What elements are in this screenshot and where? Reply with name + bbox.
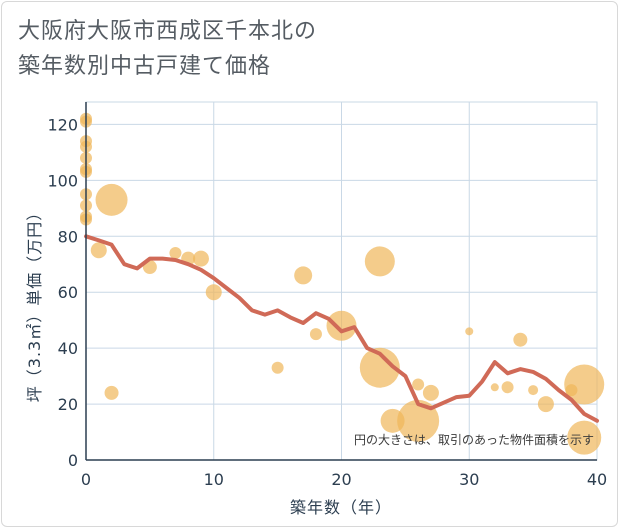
- scatter-point: [364, 246, 395, 277]
- grid: [85, 101, 598, 461]
- x-tick-label: 40: [587, 470, 607, 489]
- y-tick-label: 60: [58, 283, 78, 302]
- y-tick-label: 80: [58, 227, 78, 246]
- size-note: 円の大きさは、取引のあった物件面積を示す: [354, 432, 594, 447]
- title-line-2: 築年数別中古戸建て価格: [18, 54, 272, 79]
- scatter-point: [309, 328, 322, 341]
- scatter-series: [80, 112, 605, 455]
- x-tick-label: 10: [204, 470, 224, 489]
- scatter-point: [192, 250, 209, 267]
- x-tick-label: 30: [459, 470, 479, 489]
- average-line: [84, 234, 599, 423]
- x-axis-label: 築年数（年）: [290, 498, 392, 517]
- scatter-point: [169, 247, 182, 260]
- scatter-point: [90, 242, 107, 259]
- scatter-point: [422, 384, 439, 401]
- scatter-point: [104, 385, 119, 400]
- scatter-point: [513, 332, 528, 347]
- y-tick-label: 100: [47, 171, 78, 190]
- average-line-series: [84, 234, 599, 423]
- x-tick-label: 20: [331, 470, 351, 489]
- scatter-point: [537, 396, 554, 413]
- scatter-point: [205, 284, 222, 301]
- scatter-point: [465, 327, 474, 336]
- axes: 0 20 40 60 80 100 120 0 10 20 30 40: [47, 102, 607, 489]
- scatter-point: [564, 364, 605, 405]
- y-axis-label: 坪（3.3㎡）単価（万円）: [25, 204, 44, 402]
- chart-title: 大阪府大阪市西成区千本北の 築年数別中古戸建て価格: [18, 14, 317, 84]
- scatter-point: [294, 266, 313, 285]
- title-line-1: 大阪府大阪市西成区千本北の: [18, 19, 318, 44]
- y-tick-label: 0: [68, 451, 78, 470]
- x-tick-label: 0: [81, 470, 91, 489]
- scatter-point: [326, 310, 357, 341]
- scatter-point: [271, 361, 284, 374]
- scatter-point: [359, 347, 400, 388]
- y-tick-label: 120: [47, 115, 78, 134]
- scatter-point: [490, 383, 499, 392]
- y-tick-label: 40: [58, 339, 78, 358]
- scatter-point: [95, 183, 128, 216]
- scatter-point: [567, 420, 602, 455]
- scatter-point: [528, 385, 539, 396]
- scatter-point: [501, 381, 514, 394]
- scatter-point: [397, 399, 440, 442]
- scatter-point: [412, 378, 425, 391]
- y-tick-label: 20: [58, 395, 78, 414]
